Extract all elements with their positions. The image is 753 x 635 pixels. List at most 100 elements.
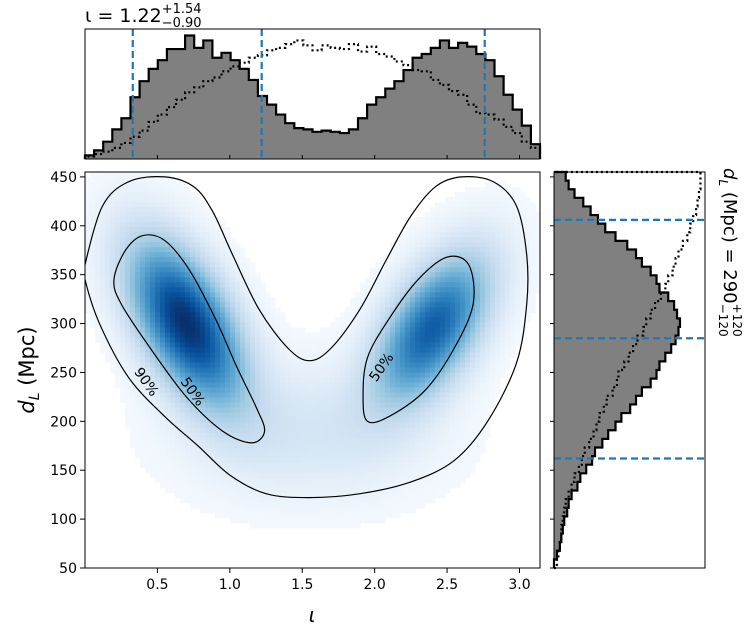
heatmap-cell [290,472,296,479]
heatmap-cell [375,497,381,504]
heatmap-cell [135,427,141,434]
heatmap-cell [410,402,416,409]
heatmap-cell [180,347,186,354]
heatmap-cell [220,347,226,354]
heatmap-cell [175,312,181,318]
heatmap-cell [470,387,476,394]
heatmap-cell [455,287,461,293]
heatmap-cell [355,507,361,514]
heatmap-cell [440,232,446,238]
heatmap-cell [475,277,481,283]
heatmap-cell [210,472,216,479]
heatmap-cell [210,312,216,318]
heatmap-cell [340,482,346,489]
heatmap-cell [455,447,461,454]
heatmap-cell [230,292,236,298]
heatmap-cell [505,252,511,258]
heatmap-cell [180,297,186,303]
heatmap-cell [200,417,206,424]
heatmap-cell [270,462,276,469]
heatmap-cell [335,482,341,489]
heatmap-cell [410,457,416,464]
heatmap-cell [210,382,216,389]
heatmap-cell [495,327,501,333]
heatmap-cell [285,392,291,399]
heatmap-cell [190,447,196,454]
heatmap-cell [220,297,226,303]
heatmap-cell [480,227,486,233]
heatmap-cell [285,412,291,419]
heatmap-cell [170,177,176,183]
heatmap-cell [145,402,151,409]
heatmap-cell [380,262,386,268]
heatmap-cell [470,397,476,404]
heatmap-cell [105,207,111,213]
heatmap-cell [475,192,481,198]
heatmap-cell [180,227,186,233]
heatmap-cell [370,462,376,469]
heatmap-cell [140,452,146,459]
heatmap-cell [265,442,271,449]
heatmap-cell [425,432,431,439]
heatmap-cell [515,197,521,203]
heatmap-cell [205,252,211,258]
heatmap-cell [470,247,476,253]
heatmap-cell [325,512,331,519]
heatmap-cell [210,282,216,288]
heatmap-cell [195,312,201,318]
heatmap-cell [405,477,411,484]
heatmap-cell [205,447,211,454]
heatmap-cell [370,382,376,389]
heatmap-cell [145,197,151,203]
heatmap-cell [375,312,381,318]
heatmap-cell [405,312,411,318]
heatmap-cell [345,312,351,318]
heatmap-cell [335,322,341,328]
heatmap-cell [315,397,321,404]
heatmap-cell [435,317,441,323]
heatmap-cell [380,297,386,303]
heatmap-cell [215,487,221,494]
heatmap-cell [150,342,156,349]
heatmap-cell [170,212,176,218]
heatmap-cell [105,347,111,354]
heatmap-cell [345,462,351,469]
heatmap-cell [135,277,141,283]
heatmap-cell [165,257,171,263]
heatmap-cell [400,407,406,414]
heatmap-cell [105,342,111,349]
heatmap-cell [465,412,471,419]
heatmap-cell [355,392,361,399]
heatmap-cell [485,302,491,308]
heatmap-cell [340,357,346,364]
heatmap-cell [425,397,431,404]
heatmap-cell [425,437,431,444]
heatmap-cell [125,307,131,313]
heatmap-cell [155,347,161,354]
heatmap-cell [465,337,471,344]
heatmap-cell [165,262,171,268]
heatmap-cell [410,352,416,359]
heatmap-cell [220,337,226,344]
heatmap-cell [235,247,241,253]
heatmap-cell [295,507,301,514]
heatmap-cell [290,402,296,409]
heatmap-cell [340,462,346,469]
heatmap-cell [380,402,386,409]
heatmap-cell [310,342,316,349]
heatmap-cell [485,267,491,273]
heatmap-cell [375,427,381,434]
heatmap-cell [140,172,146,178]
heatmap-cell [115,312,121,318]
heatmap-cell [440,387,446,394]
heatmap-cell [120,347,126,354]
heatmap-cell [405,237,411,243]
main-panel-frame [84,171,541,569]
heatmap-cell [90,197,96,203]
heatmap-cell [195,482,201,489]
heatmap-cell [455,252,461,258]
heatmap-cell [460,222,466,228]
heatmap-cell [205,327,211,333]
heatmap-cell [185,267,191,273]
heatmap-cell [450,302,456,308]
